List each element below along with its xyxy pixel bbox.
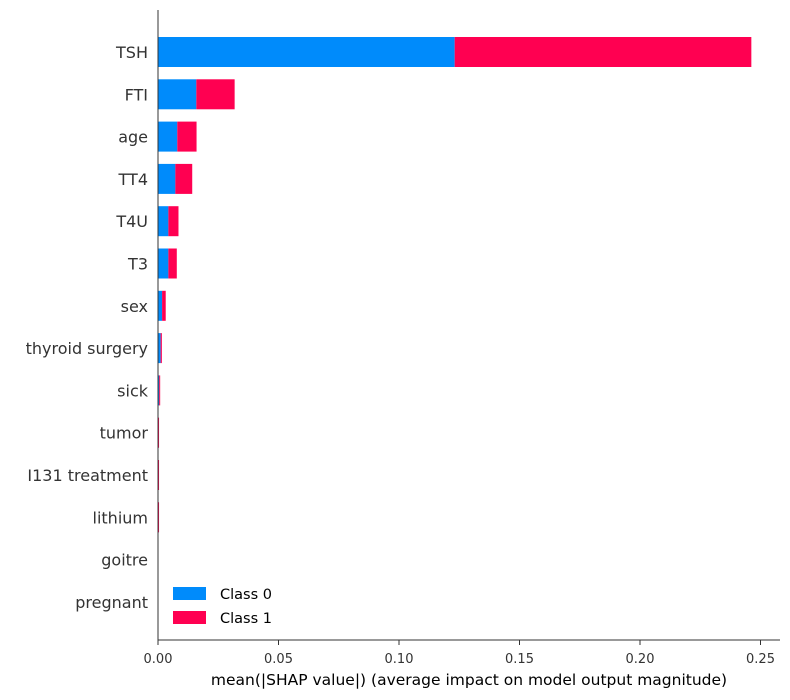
legend-label-class-1: Class 1 (220, 611, 272, 627)
bar-tsh-class-0 (158, 37, 455, 67)
x-axis-label: mean(|SHAP value|) (average impact on mo… (211, 671, 727, 689)
category-label-tsh: TSH (115, 43, 148, 62)
bar-t4u-class-1 (168, 206, 179, 237)
bar-i131-treatment-class-1 (158, 460, 160, 490)
bar-lithium-class-1 (158, 502, 160, 533)
bar-sex-class-0 (158, 290, 163, 321)
category-label-goitre: goitre (101, 551, 148, 570)
x-tick-label: 0.00 (144, 652, 173, 667)
x-tick-label: 0.25 (746, 652, 775, 667)
bar-tsh-class-1 (454, 37, 752, 67)
legend-label-class-0: Class 0 (220, 587, 272, 603)
bar-tumor-class-1 (158, 417, 160, 448)
category-label-t4u: T4U (115, 212, 148, 231)
x-tick-label: 0.20 (626, 652, 655, 667)
x-axis-ticks: 0.00 0.05 0.10 0.15 0.20 0.25 (144, 640, 775, 667)
bar-age-class-0 (158, 121, 178, 152)
legend-swatch-class-1 (173, 611, 206, 624)
bar-tt4-class-0 (158, 163, 176, 194)
x-tick-label: 0.15 (505, 652, 534, 667)
category-label-thyroid-surgery: thyroid surgery (26, 339, 148, 358)
x-tick-label: 0.05 (264, 652, 293, 667)
x-tick-label: 0.10 (385, 652, 414, 667)
category-label-lithium: lithium (93, 508, 148, 527)
bar-sex-class-1 (162, 290, 166, 321)
bar-t3-class-1 (168, 248, 177, 279)
bar-thyroid-surgery-class-1 (160, 333, 162, 364)
category-label-tumor: tumor (100, 424, 149, 443)
bar-group (158, 37, 752, 533)
bar-t4u-class-0 (158, 206, 169, 237)
legend-swatch-class-0 (173, 587, 206, 600)
category-label-tt4: TT4 (118, 170, 148, 189)
category-label-fti: FTI (125, 85, 148, 104)
bar-sick-class-1 (159, 375, 161, 406)
category-label-i131-treatment: I131 treatment (27, 466, 148, 485)
bar-sick-class-0 (158, 375, 160, 406)
bar-thyroid-surgery-class-0 (158, 333, 161, 364)
bar-age-class-1 (177, 121, 197, 152)
bar-fti-class-0 (158, 79, 197, 110)
category-label-sick: sick (117, 381, 149, 400)
bar-tt4-class-1 (175, 163, 193, 194)
category-label-t3: T3 (127, 255, 148, 274)
category-labels: TSH FTI age TT4 T4U T3 sex thyroid surgery sick t… (26, 43, 149, 612)
category-label-pregnant: pregnant (75, 593, 148, 612)
category-label-age: age (118, 128, 148, 147)
legend: Class 0 Class 1 (173, 587, 272, 627)
bar-t3-class-0 (158, 248, 169, 279)
category-label-sex: sex (121, 297, 148, 316)
bar-fti-class-1 (196, 79, 235, 110)
